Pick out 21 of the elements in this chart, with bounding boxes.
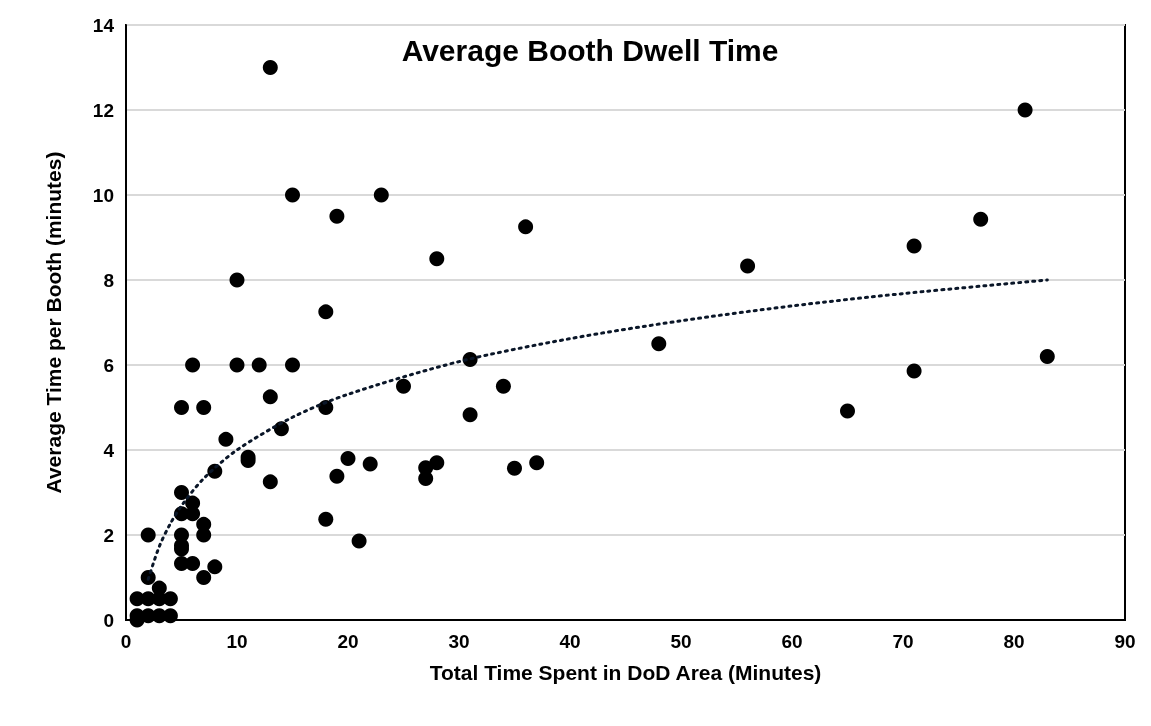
y-tick-label: 2 <box>103 524 114 546</box>
y-axis-title: Average Time per Booth (minutes) <box>42 151 65 494</box>
x-tick-label: 50 <box>670 631 692 652</box>
y-tick-label: 6 <box>103 354 114 376</box>
x-tick-label: 20 <box>337 631 359 652</box>
y-tick-label: 0 <box>103 609 114 631</box>
x-tick-label: 90 <box>1114 631 1136 652</box>
x-tick-label: 70 <box>892 631 914 652</box>
x-axis-title: Total Time Spent in DoD Area (Minutes) <box>429 661 822 684</box>
x-tick-label: 80 <box>1003 631 1025 652</box>
y-tick-label: 10 <box>92 184 114 206</box>
x-tick-label: 30 <box>448 631 470 652</box>
x-tick-label: 60 <box>781 631 803 652</box>
y-tick-label: 12 <box>92 99 114 121</box>
y-tick-label: 4 <box>103 439 115 461</box>
y-tick-label: 14 <box>92 14 115 36</box>
x-tick-label: 0 <box>120 631 132 652</box>
x-tick-label: 10 <box>226 631 248 652</box>
x-tick-label: 40 <box>559 631 581 652</box>
y-tick-label: 8 <box>103 269 114 291</box>
chart-title: Average Booth Dwell Time <box>401 33 779 67</box>
